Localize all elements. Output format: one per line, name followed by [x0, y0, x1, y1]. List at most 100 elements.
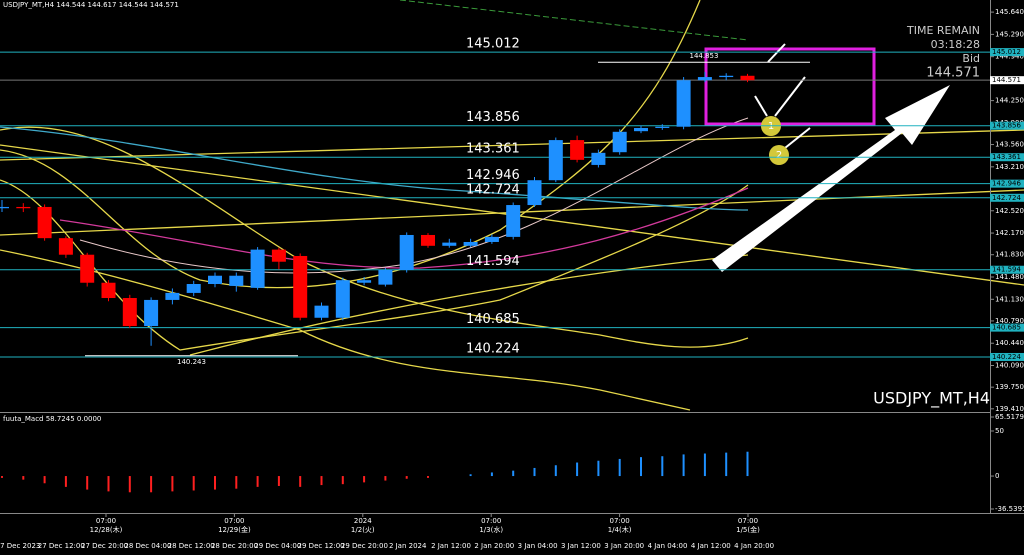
- x-date-label: 28 Dec 12:00: [168, 542, 215, 550]
- x-date-label: 28 Dec 04:00: [124, 542, 171, 550]
- candle-body: [37, 206, 52, 239]
- candle-body: [378, 269, 393, 285]
- x-tick-label: 12/28(木): [90, 525, 123, 534]
- candle-body: [570, 140, 585, 160]
- dashed-line: [399, 0, 749, 41]
- x-date-label: 3 Jan 04:00: [518, 542, 558, 550]
- candle-body: [208, 275, 222, 285]
- candle-body: [484, 236, 499, 242]
- x-date-label: 3 Jan 12:00: [561, 542, 601, 550]
- macd-bar: [1, 476, 3, 478]
- level-tag: [990, 153, 1024, 162]
- candle-body: [591, 152, 606, 165]
- macd-bar: [171, 476, 174, 492]
- level-tag: [990, 179, 1024, 188]
- candle-body: [506, 205, 521, 237]
- macd-bar: [405, 476, 408, 479]
- x-date-label: 3 Jan 20:00: [604, 542, 644, 550]
- x-date-label: 29 Dec 12:00: [298, 542, 345, 550]
- annotation: 2: [776, 150, 782, 161]
- candle-body: [293, 255, 308, 318]
- candle-body: [250, 249, 265, 288]
- x-tick-label: 07:00: [96, 517, 116, 525]
- candle-body: [676, 80, 691, 127]
- level-tag-label: 141.594: [992, 266, 1021, 274]
- level-label: 141.594: [466, 254, 520, 269]
- candle-body: [740, 75, 755, 81]
- candle-body: [186, 284, 201, 293]
- x-tick-label: 1/4(木): [608, 525, 632, 534]
- candle-body: [16, 206, 31, 209]
- ma-line: [59, 187, 749, 269]
- x-date-label: 4 Jan 20:00: [734, 542, 774, 550]
- level-label: 143.856: [466, 110, 520, 125]
- candle-body: [527, 180, 542, 206]
- bid-value: 144.571: [926, 66, 980, 81]
- y-tick-label: 140.090: [995, 362, 1024, 370]
- macd-bar: [150, 476, 153, 493]
- candle-body: [80, 254, 95, 283]
- candle-body: [58, 238, 73, 255]
- level-tag: [990, 265, 1024, 274]
- time-remain-label: TIME REMAIN: [906, 24, 980, 37]
- candle-body: [101, 282, 116, 299]
- ma-line: [0, 126, 749, 211]
- level-tag-label: 142.724: [992, 194, 1021, 202]
- level-tag: [990, 48, 1024, 57]
- trend-line: [0, 129, 1024, 161]
- symbol-label: USDJPY_MT,H4: [873, 389, 990, 409]
- candle-body: [634, 127, 648, 132]
- level-tag-label: 143.361: [992, 153, 1021, 161]
- macd-bar: [277, 476, 280, 486]
- time-remain: 03:18:28: [931, 38, 980, 51]
- arrow: [784, 127, 811, 149]
- y-tick-label: 0: [995, 472, 999, 480]
- level-tag: [990, 323, 1024, 332]
- point-marker: [769, 145, 789, 165]
- bid-label: Bid: [962, 52, 980, 65]
- level-tag: [990, 193, 1024, 202]
- level-tag-label: 145.012: [992, 48, 1021, 56]
- x-date-label: 27 Dec 12:00: [38, 542, 85, 550]
- level-label: 145.012: [466, 37, 520, 52]
- candle-body: [357, 280, 372, 283]
- y-tick-label: 144.250: [995, 97, 1024, 105]
- macd-bar: [86, 476, 89, 490]
- x-date-label: 29 Dec 20:00: [341, 542, 388, 550]
- level-tag-label: 143.856: [992, 122, 1021, 130]
- level-label: 140.685: [466, 312, 520, 327]
- macd-bar: [256, 476, 259, 487]
- macd-bar: [192, 476, 195, 491]
- x-date-label: 27 Dec 2023: [0, 542, 40, 550]
- y-tick-label: 50: [995, 427, 1004, 435]
- x-tick-label: 1/5(金): [736, 525, 760, 534]
- macd-bar: [725, 452, 728, 477]
- y-tick-label: 140.440: [995, 339, 1024, 347]
- macd-bar: [533, 467, 536, 477]
- band-low: [0, 249, 691, 411]
- macd-bar: [640, 457, 642, 477]
- level-tag-label: 142.946: [992, 180, 1021, 188]
- target-box: [704, 47, 876, 126]
- candle-body: [335, 280, 350, 318]
- x-date-label: 28 Dec 20:00: [211, 542, 258, 550]
- y-tick-label: 139.410: [995, 405, 1024, 413]
- y-tick-label: 141.130: [995, 295, 1024, 303]
- bid-tag-label: 144.571: [992, 76, 1021, 84]
- marker-label: 144.853: [690, 52, 719, 60]
- x-tick-label: 07:00: [481, 517, 501, 525]
- candle-body: [144, 299, 159, 327]
- x-date-label: 2 Jan 20:00: [474, 542, 514, 550]
- x-date-label: 27 Dec 20:00: [81, 542, 128, 550]
- x-tick-label: 1/2(火): [351, 526, 375, 534]
- trend-line: [189, 254, 749, 356]
- y-tick-label: 142.520: [995, 207, 1024, 215]
- macd-bar: [703, 453, 706, 477]
- header: USDJPY_MT,H4 144.544 144.617 144.544 144…: [3, 1, 179, 9]
- y-tick-label: 141.480: [995, 273, 1024, 281]
- arrow: [767, 43, 786, 63]
- macd-bar: [746, 451, 749, 477]
